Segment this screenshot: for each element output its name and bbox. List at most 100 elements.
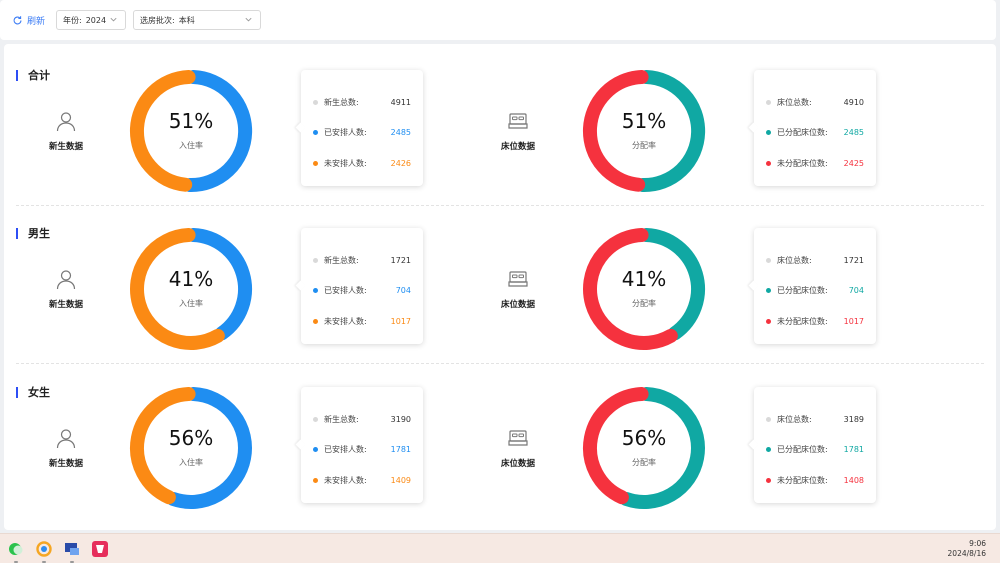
- section-title-text: 女生: [28, 386, 50, 399]
- legend-dot: [313, 477, 318, 483]
- legend-row-done: 已分配床位数: 2485: [766, 125, 864, 139]
- legend-value: 1781: [390, 444, 411, 454]
- donut-segment-done[interactable]: [183, 70, 253, 192]
- beds-ring: 56% 分配率: [581, 385, 707, 511]
- legend-row-total: 床位总数: 4910: [766, 95, 864, 109]
- legend-dot: [313, 99, 318, 105]
- legend-row-todo: 未安排人数: 2426: [313, 156, 411, 170]
- legend-label: 未分配床位数:: [777, 158, 828, 168]
- legend-label: 已分配床位数:: [777, 127, 828, 137]
- legend-row-todo: 未分配床位数: 2425: [766, 156, 864, 170]
- legend-dot: [766, 477, 771, 483]
- section-divider: [16, 205, 984, 206]
- donut-segment-done[interactable]: [619, 387, 705, 509]
- donut-chart: [582, 70, 706, 192]
- donut-chart: [129, 70, 253, 192]
- legend-value: 1017: [843, 316, 864, 326]
- donut-segment-done[interactable]: [636, 70, 706, 192]
- browser-app-icon[interactable]: [36, 541, 52, 563]
- legend-label: 未安排人数:: [324, 158, 367, 168]
- legend-row-total: 新生总数: 3190: [313, 412, 411, 426]
- beds-ring: 41% 分配率: [581, 226, 707, 352]
- students-ring: 51% 入住率: [128, 68, 254, 194]
- legend-dot: [766, 287, 771, 293]
- year-select[interactable]: 年份: 2024: [56, 10, 126, 30]
- donut-chart: [130, 228, 252, 350]
- percent-value: 56%: [168, 426, 214, 450]
- legend-value: 2485: [390, 127, 411, 137]
- legend-row-done: 已安排人数: 1781: [313, 442, 411, 456]
- students-data-block: 新生数据: [31, 110, 101, 152]
- legend-dot: [313, 129, 318, 135]
- title-accent-bar: [16, 386, 18, 398]
- media-app-icon[interactable]: [92, 541, 108, 557]
- donut-segment-remaining[interactable]: [130, 228, 225, 350]
- legend-label: 已安排人数:: [324, 127, 367, 137]
- donut-segment-done[interactable]: [639, 228, 705, 341]
- donut-segment-remaining[interactable]: [583, 228, 678, 350]
- chevron-down-icon: [245, 17, 252, 22]
- legend-label: 床位总数:: [777, 414, 812, 424]
- stats-section: 女生新生数据 56% 入住率 新生总数: 3190 已安排人数: 1781 未安排人数: 140…: [4, 373, 996, 523]
- wechat-app-icon[interactable]: [8, 541, 24, 563]
- percent-value: 51%: [168, 109, 214, 133]
- legend-value: 704: [395, 285, 411, 295]
- beds-data-block: 床位数据: [483, 427, 553, 469]
- legend-dot: [313, 257, 318, 263]
- legend-value: 4910: [843, 97, 864, 107]
- beds-ring: 51% 分配率: [581, 68, 707, 194]
- legend-label: 新生总数:: [324, 97, 359, 107]
- beds-data-label: 床位数据: [500, 142, 535, 152]
- students-legend-card: 新生总数: 3190 已安排人数: 1781 未安排人数: 1409: [301, 387, 423, 503]
- donut-segment-done[interactable]: [166, 387, 252, 509]
- system-clock[interactable]: 9:06 2024/8/16: [948, 539, 986, 559]
- legend-label: 未分配床位数:: [777, 475, 828, 485]
- donut-segment-remaining[interactable]: [583, 387, 649, 505]
- students-data-block: 新生数据: [31, 427, 101, 469]
- legend-label: 床位总数:: [777, 97, 812, 107]
- legend-row-todo: 未分配床位数: 1017: [766, 314, 864, 328]
- students-data-label: 新生数据: [48, 459, 83, 469]
- legend-value: 1017: [390, 316, 411, 326]
- legend-dot: [313, 416, 318, 422]
- donut-segment-remaining[interactable]: [582, 70, 649, 192]
- remote-desktop-app-icon[interactable]: [64, 541, 80, 563]
- donut-segment-remaining[interactable]: [129, 70, 196, 192]
- students-legend-card: 新生总数: 1721 已安排人数: 704 未安排人数: 1017: [301, 228, 423, 344]
- year-value: 2024: [85, 15, 107, 25]
- user-icon: [56, 112, 76, 132]
- legend-dot: [766, 99, 771, 105]
- rate-label: 入住率: [179, 458, 203, 467]
- rate-label: 入住率: [179, 299, 203, 308]
- legend-label: 已安排人数:: [324, 444, 367, 454]
- legend-value: 3189: [843, 414, 864, 424]
- beds-legend-card: 床位总数: 4910 已分配床位数: 2485 未分配床位数: 2425: [754, 70, 876, 186]
- batch-select[interactable]: 选房批次: 本科: [133, 10, 261, 30]
- legend-dot: [766, 446, 771, 452]
- chevron-down-icon: [110, 17, 117, 22]
- legend-value: 4911: [390, 97, 411, 107]
- legend-row-total: 床位总数: 3189: [766, 412, 864, 426]
- donut-segment-done[interactable]: [186, 228, 252, 341]
- section-title-text: 合计: [28, 69, 50, 82]
- section-title: 男生: [16, 226, 50, 240]
- legend-label: 未安排人数:: [324, 475, 367, 485]
- students-legend-card: 新生总数: 4911 已安排人数: 2485 未安排人数: 2426: [301, 70, 423, 186]
- donut-segment-remaining[interactable]: [130, 387, 196, 505]
- students-ring: 41% 入住率: [128, 226, 254, 352]
- students-data-label: 新生数据: [48, 142, 83, 152]
- refresh-icon: [13, 15, 22, 24]
- donut-chart: [130, 387, 252, 509]
- legend-label: 床位总数:: [777, 255, 812, 265]
- bed-icon: [508, 113, 528, 129]
- refresh-label: 刷新: [27, 16, 46, 27]
- legend-label: 已安排人数:: [324, 285, 367, 295]
- legend-value: 1408: [843, 475, 864, 485]
- bed-icon: [508, 430, 528, 446]
- refresh-button[interactable]: 刷新: [12, 12, 45, 28]
- batch-label: 选房批次:: [140, 15, 175, 25]
- legend-value: 704: [848, 285, 864, 295]
- legend-row-todo: 未安排人数: 1017: [313, 314, 411, 328]
- legend-dot: [766, 129, 771, 135]
- legend-value: 1721: [390, 255, 411, 265]
